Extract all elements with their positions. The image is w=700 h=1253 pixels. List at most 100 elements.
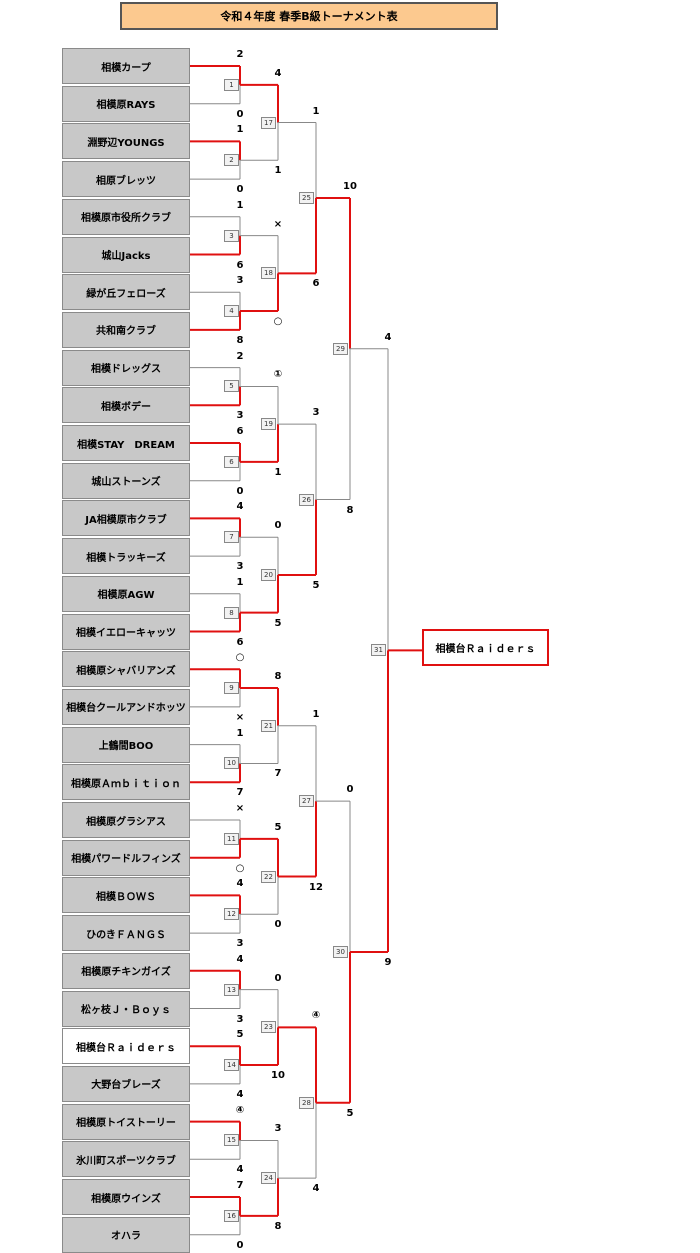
score-label: 4 (236, 878, 244, 890)
score-label: 4 (274, 67, 282, 79)
team-cell[interactable]: ひのきＦＡＮＧＳ (62, 915, 190, 952)
score-label: × (273, 218, 283, 230)
team-cell[interactable]: 相模ドレッグス (62, 349, 190, 386)
match-number: 7 (224, 531, 239, 544)
match-number: 27 (299, 795, 314, 808)
match-number: 13 (224, 983, 239, 996)
team-cell[interactable]: 相模原市役所クラブ (62, 198, 190, 235)
match-number: 1 (224, 78, 239, 91)
score-label: 1 (274, 466, 282, 478)
score-label: 7 (236, 1180, 244, 1191)
match-number: 10 (224, 757, 239, 770)
team-cell[interactable]: 相模STAY DREAM (62, 425, 190, 461)
score-label: 5 (236, 1029, 244, 1041)
team-cell[interactable]: 相模台Ｒａｉｄｅｒｓ (62, 1028, 190, 1065)
score-label: 3 (236, 561, 244, 573)
score-label: 5 (274, 617, 282, 629)
score-label: 3 (236, 938, 244, 950)
match-number: 14 (224, 1059, 239, 1072)
team-cell[interactable]: 相模原Ａｍｂｉｔｉｏｎ (62, 764, 190, 801)
team-cell[interactable]: 相模イエローキャッツ (62, 613, 190, 650)
match-number: 2 (224, 154, 239, 167)
score-label: 6 (236, 259, 244, 271)
team-cell[interactable]: 城山Jacks (62, 236, 190, 273)
score-label: 4 (236, 953, 244, 965)
match-number: 5 (224, 380, 239, 393)
score-label: 1 (274, 165, 282, 177)
score-label: ④ (235, 1104, 245, 1116)
match-number: 4 (224, 305, 239, 318)
team-cell[interactable]: 共和南クラブ (62, 311, 190, 348)
team-cell[interactable]: 城山ストーンズ (62, 462, 190, 499)
match-number: 25 (299, 191, 314, 204)
score-label: 7 (236, 787, 244, 799)
match-number: 20 (261, 568, 276, 581)
team-cell[interactable]: 相模原AGW (62, 575, 190, 612)
score-label: 8 (274, 671, 282, 683)
match-number: 21 (261, 719, 276, 732)
team-cell[interactable]: 上鶴間BOO (62, 726, 190, 763)
team-cell[interactable]: 相模カープ (62, 48, 190, 84)
score-label: 5 (274, 821, 282, 833)
score-label: 4 (236, 1088, 244, 1100)
score-label: 0 (236, 108, 244, 120)
score-label: × (235, 711, 245, 723)
score-label: 9 (384, 956, 392, 968)
score-label: ④ (311, 1010, 321, 1022)
team-cell[interactable]: 緑が丘フェローズ (62, 274, 190, 311)
score-label: 3 (236, 1013, 244, 1025)
match-number: 22 (261, 870, 276, 883)
team-cell[interactable]: 相模原シャバリアンズ (62, 651, 190, 688)
team-cell[interactable]: 相模原トイストーリー (62, 1103, 190, 1140)
match-number: 31 (371, 644, 386, 657)
team-cell[interactable]: 大野台ブレーズ (62, 1065, 190, 1102)
match-number: 15 (224, 1134, 239, 1147)
match-number: 26 (299, 493, 314, 506)
match-number: 19 (261, 418, 276, 431)
score-label: 3 (236, 410, 244, 422)
score-label: 0 (274, 972, 282, 984)
match-number: 16 (224, 1209, 239, 1222)
team-cell[interactable]: JA相模原市クラブ (62, 500, 190, 537)
match-number: 6 (224, 455, 239, 468)
match-number: 3 (224, 229, 239, 242)
match-number: 8 (224, 606, 239, 619)
team-cell[interactable]: 相模原チキンガイズ (62, 952, 190, 989)
page-title: 令和４年度 春季B級トーナメント表 (120, 2, 498, 30)
team-cell[interactable]: 相模台クールアンドホッツ (62, 688, 190, 725)
score-label: 3 (236, 275, 244, 287)
score-label: ○ (273, 316, 283, 328)
score-label: 3 (274, 1123, 282, 1135)
score-label: 2 (236, 350, 244, 362)
team-cell[interactable]: 相模ボデー (62, 387, 190, 424)
team-cell[interactable]: 相模トラッキーズ (62, 538, 190, 575)
score-label: 5 (312, 579, 320, 591)
score-label: 8 (236, 334, 244, 346)
score-label: 3 (312, 407, 320, 419)
score-label: 0 (236, 485, 244, 497)
score-label: 10 (343, 180, 357, 192)
score-label: 1 (312, 708, 320, 720)
team-cell[interactable]: 相模原ウインズ (62, 1179, 190, 1215)
score-label: 0 (274, 919, 282, 931)
score-label: 10 (271, 1070, 285, 1082)
team-cell[interactable]: 相模ＢＯＷＳ (62, 877, 190, 914)
score-label: 0 (236, 1239, 244, 1251)
team-cell[interactable]: 相模パワードルフィンズ (62, 839, 190, 876)
team-cell[interactable]: 相模原グラシアス (62, 802, 190, 838)
score-label: 8 (274, 1220, 282, 1232)
team-cell[interactable]: 松ヶ枝Ｊ・Ｂｏｙｓ (62, 990, 190, 1027)
team-cell[interactable]: 相原ブレッツ (62, 161, 190, 198)
team-cell[interactable]: 相模原RAYS (62, 85, 190, 122)
score-label: 0 (236, 184, 244, 196)
score-label: 7 (274, 768, 282, 780)
match-number: 12 (224, 908, 239, 921)
score-label: ○ (235, 652, 245, 664)
match-number: 28 (299, 1096, 314, 1109)
match-number: 23 (261, 1021, 276, 1034)
team-cell[interactable]: 氷川町スポーツクラブ (62, 1141, 190, 1178)
team-cell[interactable]: 淵野辺YOUNGS (62, 123, 190, 160)
score-label: 1 (236, 124, 244, 136)
match-number: 11 (224, 832, 239, 845)
